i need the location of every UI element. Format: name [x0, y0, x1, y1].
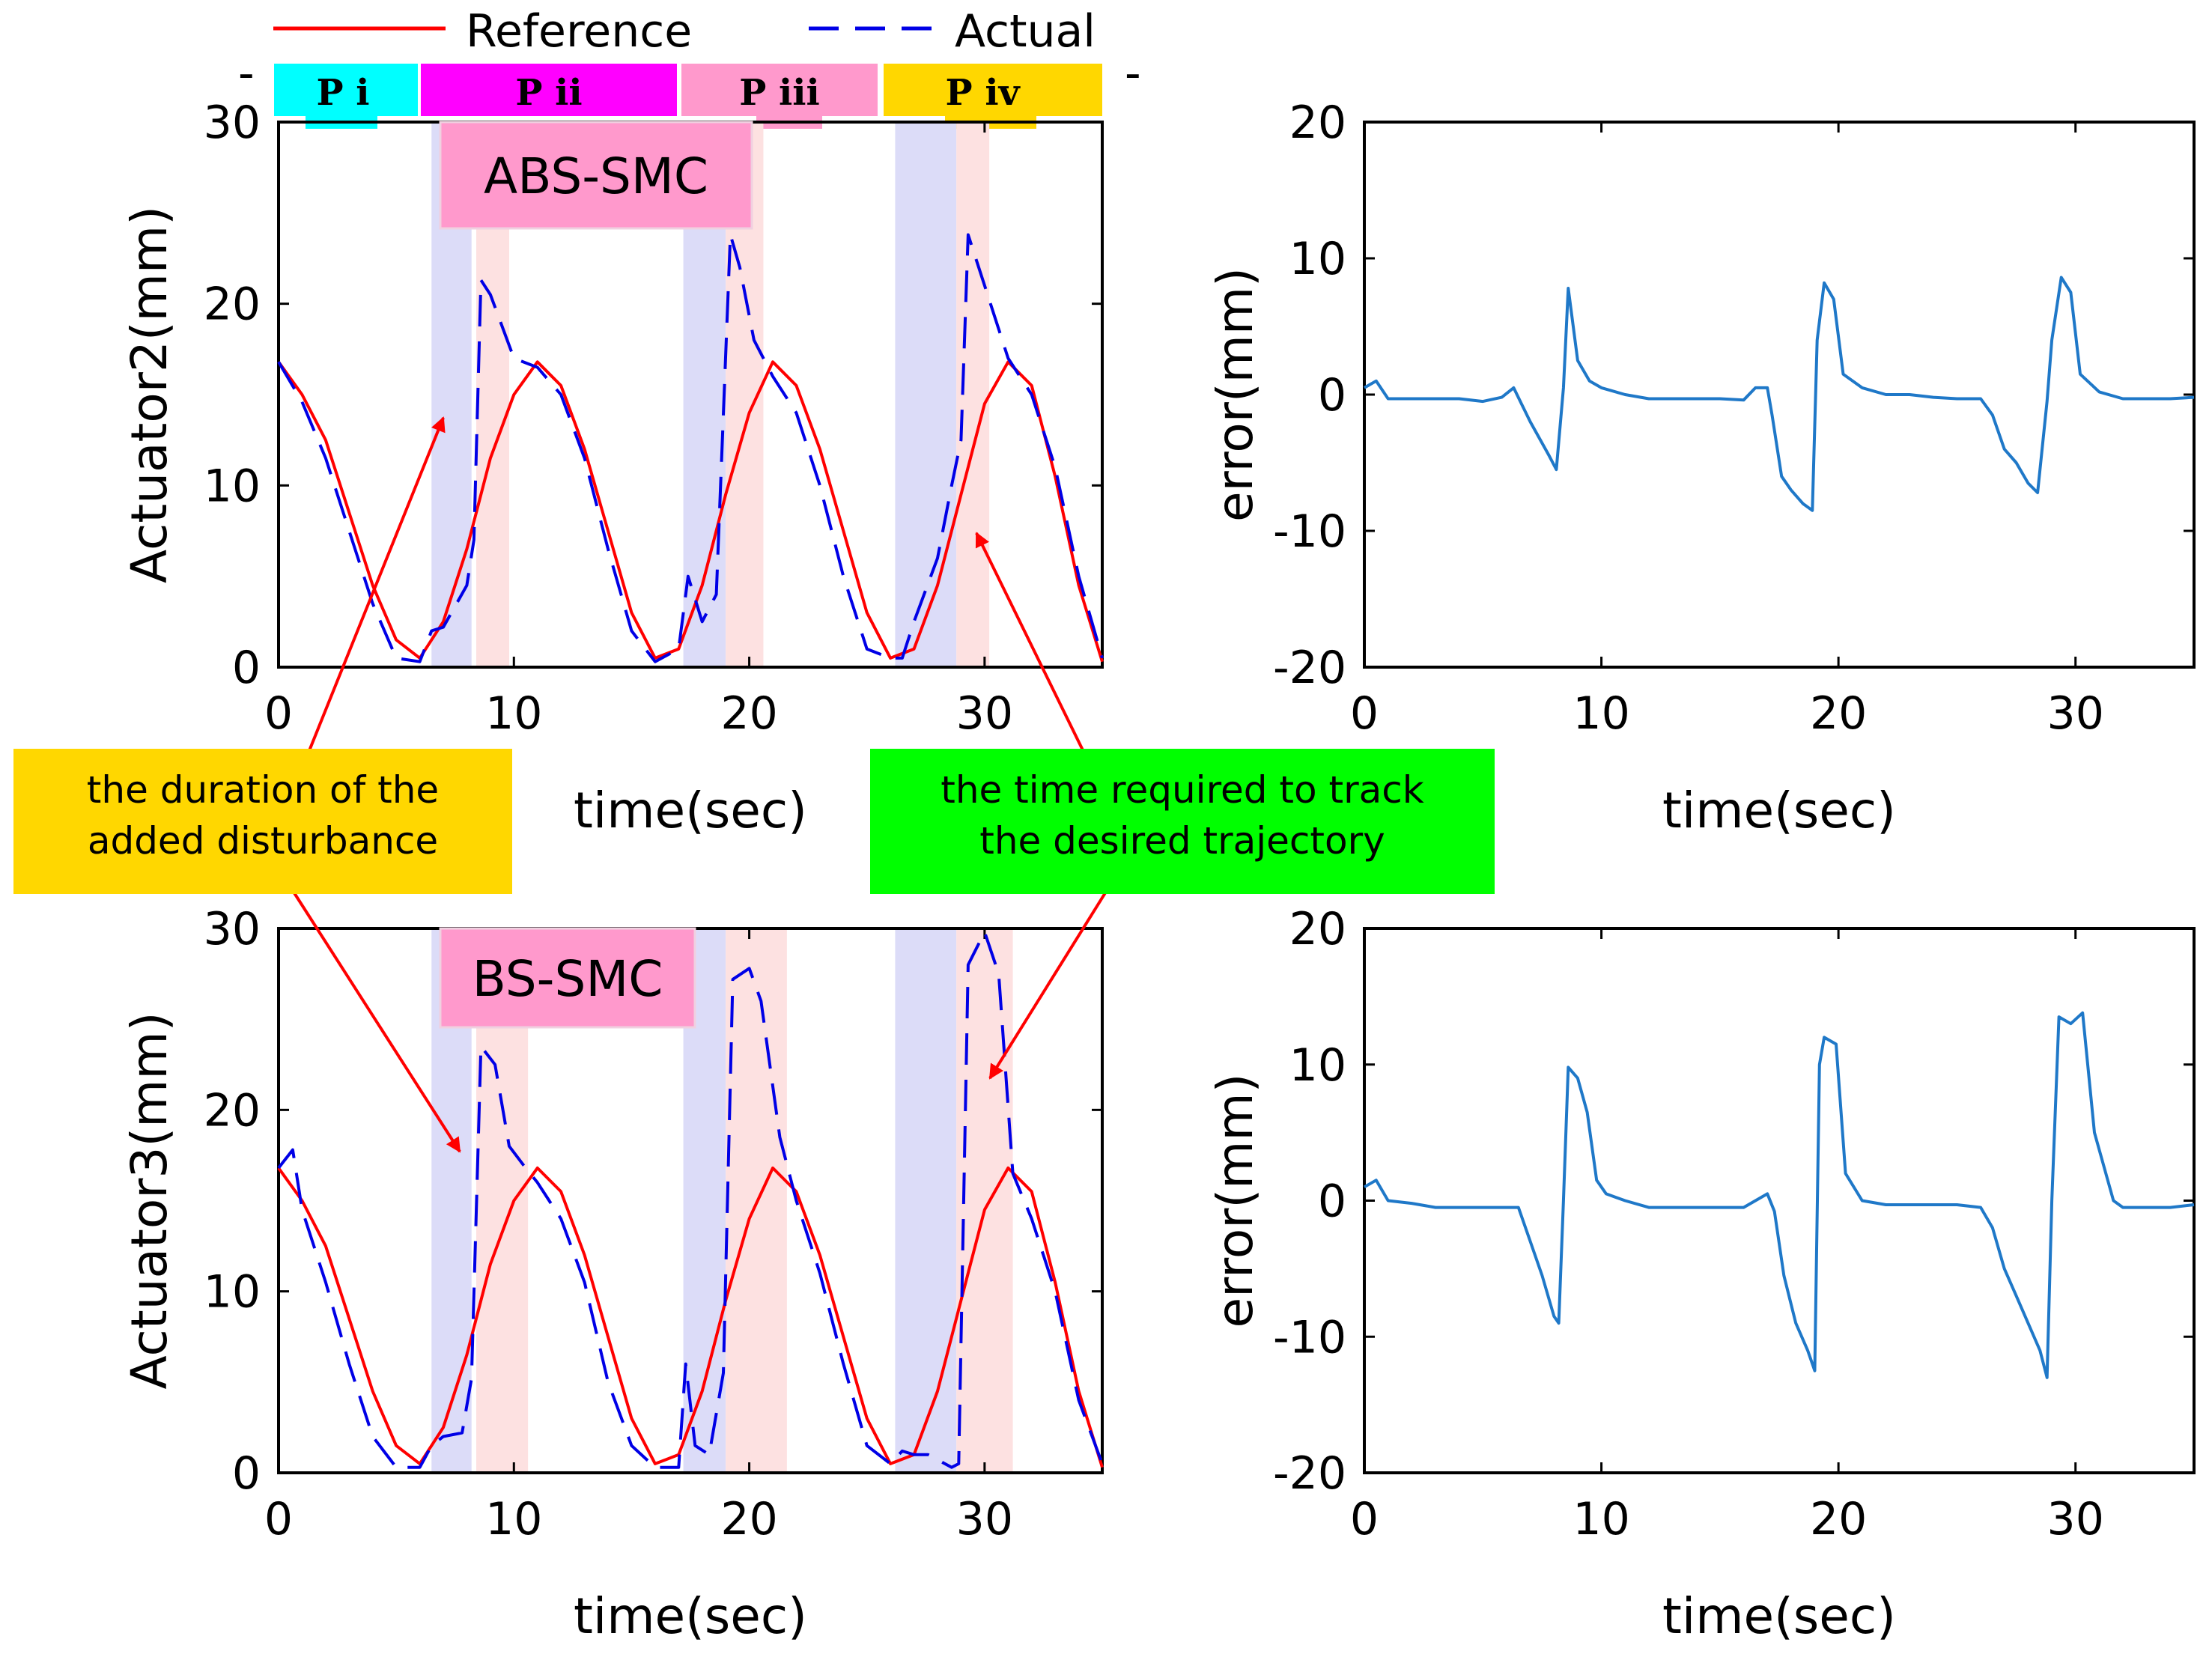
- controller-label-abs-smc: ABS-SMC: [439, 121, 753, 230]
- y-tick-label: 20: [1289, 97, 1346, 149]
- x-tick-label: 20: [1810, 1493, 1867, 1545]
- phase-iv-label: P iv: [946, 72, 1021, 114]
- y-tick-label: 30: [204, 903, 261, 955]
- y-tick-label: 0: [1318, 1176, 1346, 1228]
- phase-i-label: P i: [316, 72, 369, 114]
- y-tick-label: 30: [204, 97, 261, 149]
- y-axis-label: Actuator3(mm): [121, 1012, 178, 1390]
- y-tick-label: -20: [1273, 642, 1346, 694]
- controller-label-abs-smc-text: ABS-SMC: [484, 148, 708, 205]
- y-tick-label: -20: [1273, 1447, 1346, 1500]
- plot-frame: [1363, 927, 2196, 1474]
- reference-line: [277, 360, 1104, 663]
- x-tick-label: 10: [1573, 687, 1629, 740]
- y-tick-label: 0: [1318, 369, 1346, 422]
- phase-bar: - P i P ii P iii P iv -: [238, 47, 1141, 129]
- panel-bottom-right: 0 10 20 30 -20 -10 0 10 20 time(sec) error(mm): [1206, 903, 2196, 1645]
- y-tick-label: 0: [232, 1447, 261, 1500]
- y-tick-label: 10: [1289, 1039, 1346, 1092]
- y-tick-label: 10: [204, 460, 261, 512]
- y-axis-label: error(mm): [1206, 267, 1264, 522]
- tracking-window-3: [956, 928, 1013, 1473]
- tracking-arrow-up: [975, 532, 1087, 757]
- error-line: [1364, 276, 2195, 512]
- disturbance-window-3: [895, 122, 957, 667]
- y-tick-label: 10: [1289, 233, 1346, 285]
- note-disturbance: the duration of the added disturbance: [13, 749, 512, 894]
- note-tracking-line-1: the time required to track: [941, 768, 1424, 812]
- x-tick-label: 10: [485, 1493, 542, 1545]
- phase-iii-label: P iii: [739, 72, 820, 114]
- y-tick-label: 20: [1289, 903, 1346, 955]
- x-tick-label: 20: [720, 1493, 777, 1545]
- legend-reference-label: Reference: [466, 5, 692, 58]
- x-tick-label: 0: [1350, 1493, 1379, 1545]
- x-tick-label: 0: [264, 687, 293, 740]
- note-tracking: the time required to track the desired t…: [870, 749, 1495, 894]
- note-disturbance-line-2: added disturbance: [88, 819, 438, 863]
- tracking-arrow-down: [988, 875, 1117, 1080]
- panel-bottom-left: 0 10 20 30 0 10 20 30 time(sec) Actuator3(mm): [121, 903, 1104, 1645]
- x-axis-label: time(sec): [574, 782, 807, 839]
- x-axis-label: time(sec): [574, 1587, 807, 1645]
- phase-bar-right-dash: -: [1125, 47, 1141, 100]
- legend: Reference Actual: [273, 5, 1096, 58]
- x-tick-label: 30: [956, 1493, 1013, 1545]
- actual-line: [277, 233, 1104, 663]
- phase-ii-label: P ii: [515, 72, 582, 114]
- y-tick-label: 0: [232, 642, 261, 694]
- error-line: [1364, 1011, 2195, 1379]
- y-tick-label: 20: [204, 1084, 261, 1137]
- panel-top-right: 0 10 20 30 -20 -10 0 10 20 time(sec) error(mm): [1206, 97, 2196, 839]
- x-tick-label: 0: [264, 1493, 293, 1545]
- x-axis-label: time(sec): [1662, 1587, 1896, 1645]
- x-axis-label: time(sec): [1662, 782, 1896, 839]
- y-axis-label: error(mm): [1206, 1074, 1264, 1328]
- phase-bar-left-dash: -: [238, 47, 255, 100]
- phase-i-block: [274, 64, 418, 116]
- x-tick-label: 10: [485, 687, 542, 740]
- x-tick-label: 0: [1350, 687, 1379, 740]
- actual-line: [277, 930, 1104, 1469]
- y-tick-label: -10: [1273, 1311, 1346, 1363]
- y-axis-label: Actuator2(mm): [121, 206, 178, 583]
- note-disturbance-line-1: the duration of the: [87, 768, 439, 812]
- plot-frame: [1363, 121, 2196, 669]
- y-tick-label: 10: [204, 1266, 261, 1319]
- x-tick-label: 30: [956, 687, 1013, 740]
- phase-iii-block: [681, 64, 878, 116]
- note-tracking-line-2: the desired trajectory: [979, 819, 1385, 863]
- phase-ii-block: [421, 64, 677, 116]
- y-tick-label: 20: [204, 279, 261, 331]
- reference-line: [277, 1166, 1104, 1468]
- y-tick-label: -10: [1273, 505, 1346, 558]
- phase-iv-block: [884, 64, 1102, 116]
- controller-label-bs-smc: BS-SMC: [439, 927, 696, 1029]
- x-tick-label: 30: [2047, 1493, 2104, 1545]
- controller-label-bs-smc-text: BS-SMC: [473, 950, 663, 1008]
- legend-actual-label: Actual: [955, 5, 1096, 58]
- disturbance-window-3: [895, 928, 957, 1473]
- x-tick-label: 20: [720, 687, 777, 740]
- x-tick-label: 30: [2047, 687, 2104, 740]
- x-tick-label: 20: [1810, 687, 1867, 740]
- disturbance-arrow-down: [291, 888, 461, 1153]
- annotation-arrows: [291, 416, 1117, 1153]
- disturbance-arrow-up: [306, 416, 446, 757]
- x-tick-label: 10: [1573, 1493, 1629, 1545]
